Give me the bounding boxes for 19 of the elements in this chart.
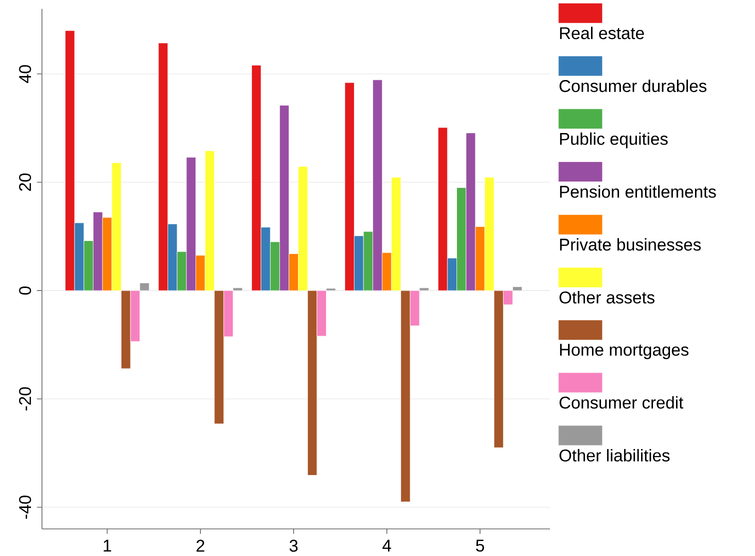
- x-tick-label: 3: [290, 540, 298, 552]
- x-tick-label: 4: [382, 540, 392, 552]
- y-tick-label: 20: [19, 173, 32, 191]
- y-tick-label: -40: [19, 496, 32, 519]
- legend-label: Consumer credit: [560, 396, 684, 409]
- legend-label: Home mortgages: [560, 344, 688, 360]
- legend-label: Public equities: [560, 132, 668, 148]
- legend-label: Real estate: [560, 26, 644, 40]
- x-tick-label: 2: [196, 540, 204, 552]
- x-tick-label: 1: [104, 540, 112, 552]
- legend-label: Other assets: [560, 291, 654, 304]
- y-tick-label: 40: [19, 65, 32, 83]
- x-tick-label: 5: [476, 540, 484, 552]
- legend-label: Consumer durables: [560, 80, 706, 92]
- y-tick-label: 0: [19, 286, 32, 295]
- legend-label: Private businesses: [560, 238, 701, 251]
- y-tick-label: -20: [19, 387, 32, 410]
- legend-label: Other liabilities: [560, 449, 670, 462]
- legend-label: Pension entitlements: [560, 185, 716, 198]
